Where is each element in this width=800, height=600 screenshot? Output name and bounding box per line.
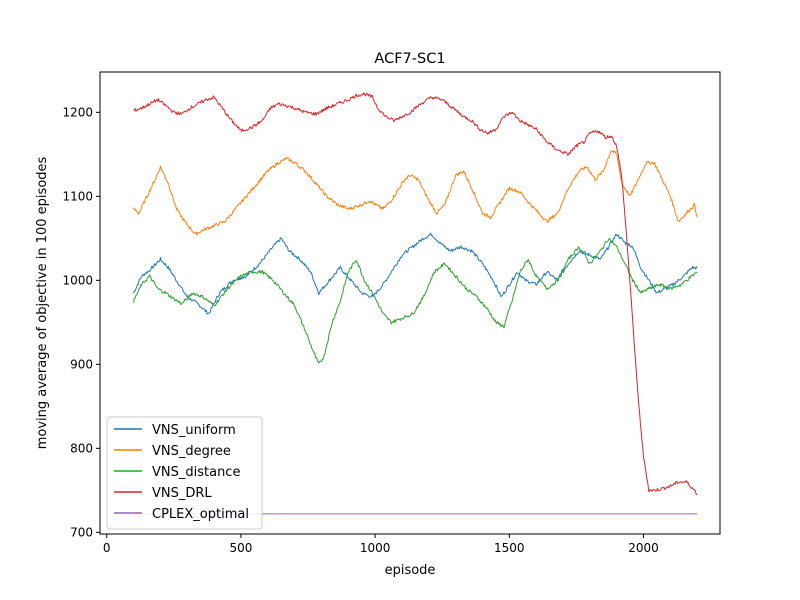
y-tick-label: 1000 bbox=[62, 273, 93, 287]
y-tick-label: 900 bbox=[70, 357, 93, 371]
chart-title: ACF7-SC1 bbox=[374, 51, 445, 67]
series-line-vns-drl bbox=[133, 92, 698, 496]
legend: VNS_uniform VNS_degree VNS_distance VNS_DRL… bbox=[106, 416, 263, 530]
legend-label: VNS_DRL bbox=[152, 486, 212, 501]
legend-items: VNS_uniform VNS_degree VNS_distance VNS_DRL… bbox=[114, 423, 249, 522]
series-line-vns-degree bbox=[133, 150, 698, 236]
y-axis-label: moving average of objective in 100 episo… bbox=[35, 156, 50, 449]
x-axis-label: episode bbox=[385, 563, 436, 578]
x-tick-label: 500 bbox=[229, 541, 252, 555]
series-layer bbox=[133, 92, 698, 515]
axes-frame bbox=[99, 71, 721, 535]
legend-label: VNS_uniform bbox=[152, 423, 236, 438]
y-tick-label: 1100 bbox=[62, 189, 93, 203]
series-line-vns-distance bbox=[133, 237, 698, 364]
legend-label: CPLEX_optimal bbox=[152, 507, 249, 522]
legend-label: VNS_degree bbox=[152, 444, 231, 459]
y-tick-label: 1200 bbox=[62, 105, 93, 119]
y-axis-ticks: 700 800 900 1000 1100 1200 bbox=[62, 105, 100, 539]
x-tick-label: 1500 bbox=[494, 541, 525, 555]
x-tick-label: 1000 bbox=[360, 541, 391, 555]
legend-box bbox=[106, 416, 263, 530]
legend-label: VNS_distance bbox=[152, 465, 240, 480]
series-line-vns-uniform bbox=[133, 232, 698, 315]
x-axis-ticks: 0 500 1000 1500 2000 bbox=[103, 534, 659, 555]
x-tick-label: 0 bbox=[103, 541, 111, 555]
x-tick-label: 2000 bbox=[628, 541, 659, 555]
y-tick-label: 700 bbox=[70, 525, 93, 539]
y-tick-label: 800 bbox=[70, 441, 93, 455]
